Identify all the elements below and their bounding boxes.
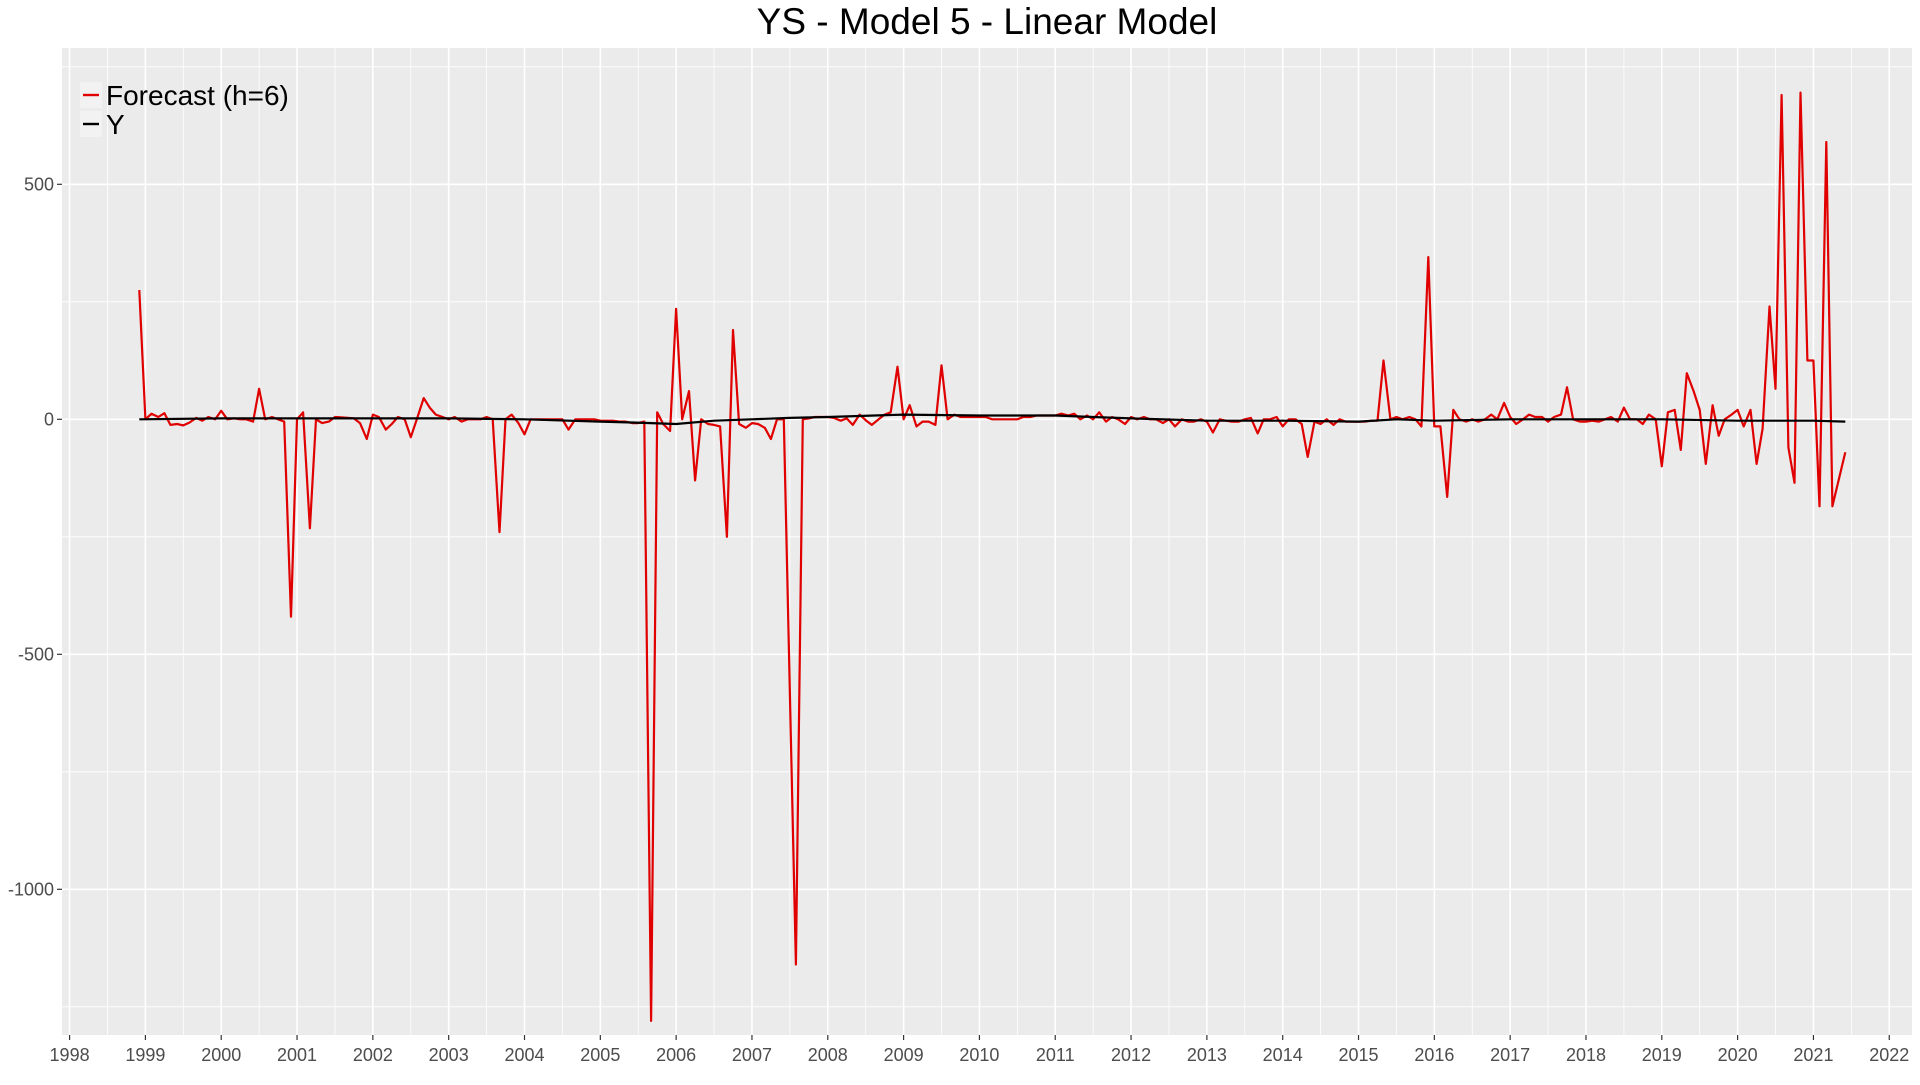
- x-tick-label: 2012: [1111, 1045, 1151, 1065]
- y-tick-label: 0: [44, 409, 54, 429]
- y-series-line: [139, 413, 1846, 426]
- x-tick-label: 2019: [1642, 1045, 1682, 1065]
- series-layer: [138, 91, 1847, 1022]
- plot-panel: [62, 48, 1912, 1035]
- minor-gridlines: [62, 48, 1912, 1035]
- legend-entry-label: Forecast (h=6): [106, 80, 289, 111]
- x-tick-label: 2013: [1187, 1045, 1227, 1065]
- x-tick-label: 1999: [125, 1045, 165, 1065]
- x-tick-label: 2018: [1566, 1045, 1606, 1065]
- x-tick-label: 2003: [429, 1045, 469, 1065]
- chart-title: YS - Model 5 - Linear Model: [757, 1, 1218, 42]
- x-tick-label: 2009: [884, 1045, 924, 1065]
- y-axis: -1000 -500 0 500: [8, 174, 62, 899]
- x-tick-label: 2016: [1414, 1045, 1454, 1065]
- x-tick-label: 2002: [353, 1045, 393, 1065]
- y-tick-label: -500: [18, 644, 54, 664]
- x-tick-label: 2017: [1490, 1045, 1530, 1065]
- x-tick-label: 2014: [1263, 1045, 1303, 1065]
- x-tick-label: 2007: [732, 1045, 772, 1065]
- x-axis: 1998 1999 2000 2001 2002 2003 2004 2005 2006 2007…: [50, 1035, 1909, 1065]
- x-tick-label: 2004: [504, 1045, 544, 1065]
- x-tick-label: 2015: [1338, 1045, 1378, 1065]
- x-tick-label: 2022: [1869, 1045, 1909, 1065]
- x-tick-label: 2011: [1036, 1045, 1075, 1065]
- legend-entry-label: Y: [106, 109, 125, 140]
- x-tick-label: 2008: [808, 1045, 848, 1065]
- x-tick-label: 2010: [959, 1045, 999, 1065]
- x-tick-label: 2020: [1718, 1045, 1758, 1065]
- x-tick-label: 2001: [277, 1045, 317, 1065]
- legend: Forecast (h=6)Y: [80, 80, 289, 140]
- y-tick-label: -1000: [8, 879, 54, 899]
- y-tick-label: 500: [24, 174, 54, 194]
- x-tick-label: 2006: [656, 1045, 696, 1065]
- x-tick-label: 2021: [1793, 1045, 1833, 1065]
- x-tick-label: 2000: [201, 1045, 241, 1065]
- x-tick-label: 1998: [50, 1045, 90, 1065]
- x-tick-label: 2005: [580, 1045, 620, 1065]
- forecast-series-line: [138, 91, 1847, 1022]
